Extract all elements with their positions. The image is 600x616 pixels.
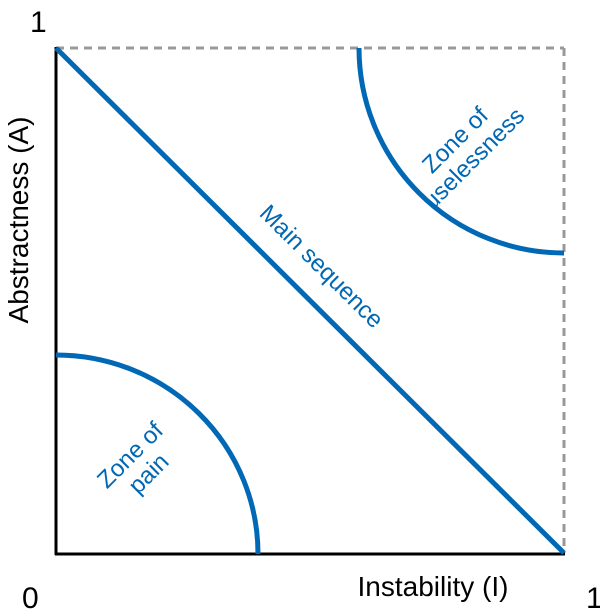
- zone-of-uselessness-arc: [356, 47, 565, 256]
- x-axis-label: Instability (I): [358, 571, 509, 602]
- y-max-label: 1: [30, 6, 47, 39]
- zone-of-pain-arc: [55, 352, 261, 555]
- main-sequence-line: [54, 46, 566, 555]
- zone-of-uselessness-label: Zone of uselessness: [417, 102, 530, 215]
- origin-label: 0: [22, 582, 39, 615]
- zone-of-pain-label: Zone of pain: [92, 417, 174, 500]
- x-max-label: 1: [586, 582, 600, 615]
- y-axis-label: Abstractness (A): [3, 117, 34, 324]
